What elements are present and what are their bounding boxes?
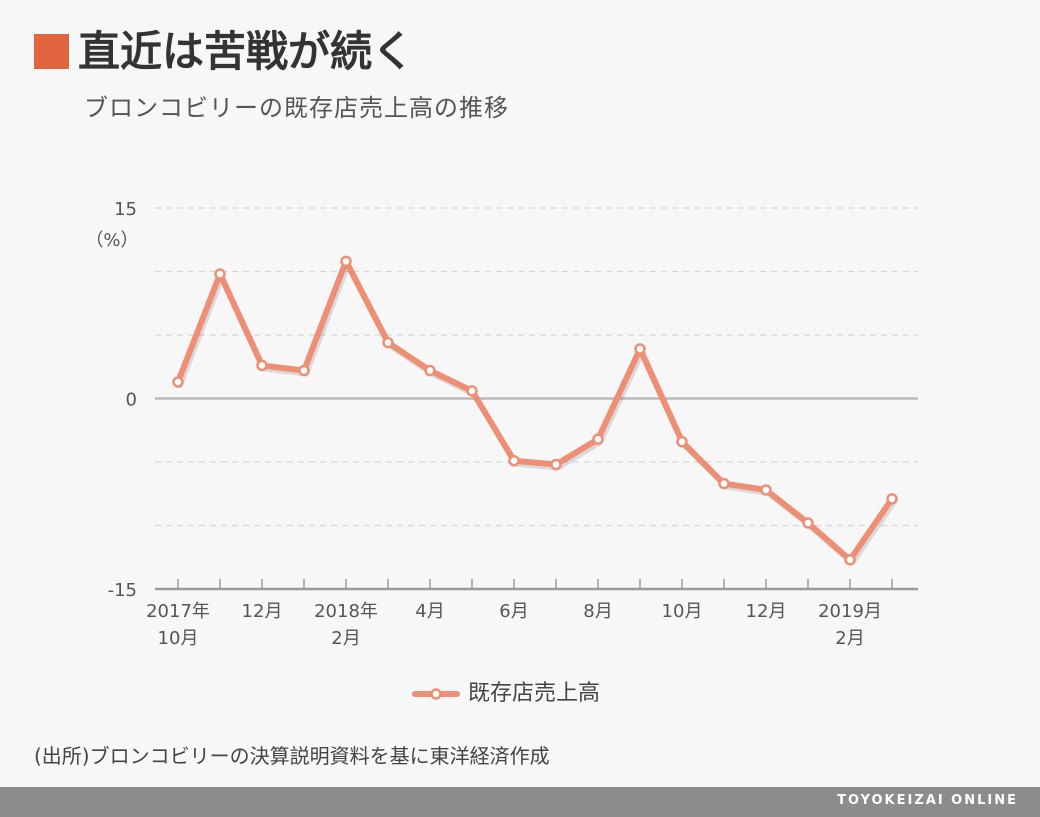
series-layer — [172, 255, 898, 566]
data-point — [802, 517, 814, 529]
x-tick-label: 6月 — [499, 601, 528, 622]
data-point — [592, 433, 604, 445]
series-line — [175, 258, 895, 563]
source-note: (出所)ブロンコビリーの決算説明資料を基に東洋経済作成 — [34, 744, 550, 768]
data-point — [508, 454, 520, 467]
footer-brand: TOYOKEIZAI ONLINE — [837, 793, 1018, 808]
y-tick-label: 0 — [126, 390, 137, 411]
data-point — [172, 376, 184, 388]
label-layer: 15 0 -15 （%） 2017年 10月 12月 2018年 2月 4月 6月 8月 10月 12月 2… — [85, 199, 881, 649]
x-tick-label: 2月 — [331, 628, 360, 649]
x-tick-label: 12月 — [746, 601, 787, 622]
y-tick-label: 15 — [114, 199, 137, 220]
legend-marker — [430, 688, 442, 700]
data-point — [298, 364, 310, 377]
data-point — [214, 268, 226, 280]
x-tick-label: 10月 — [662, 601, 703, 622]
x-tick-label: 2017年 — [146, 601, 210, 622]
data-point — [466, 385, 478, 397]
data-point — [676, 435, 688, 448]
data-point — [886, 493, 898, 505]
y-tick-label: -15 — [108, 580, 137, 601]
x-tick-label: 2019月 — [818, 601, 882, 622]
data-point — [760, 484, 772, 496]
data-point — [424, 364, 436, 377]
x-tick-label: 4月 — [415, 601, 444, 622]
line-chart: 15 0 -15 （%） 2017年 10月 12月 2018年 2月 4月 6月 8月 10月 12月 2… — [85, 199, 918, 649]
legend-label: 既存店売上高 — [468, 681, 601, 706]
data-point — [382, 336, 394, 349]
data-point — [256, 359, 268, 372]
data-point — [718, 477, 730, 490]
footer-bar: TOYOKEIZAI ONLINE — [0, 787, 1040, 817]
data-point — [340, 255, 352, 268]
data-point — [844, 554, 856, 566]
legend-swatch-icon — [412, 688, 460, 700]
data-point — [634, 343, 646, 355]
x-tick-label: 2018年 — [314, 601, 378, 622]
axis-layer — [155, 397, 918, 591]
page-title: 直近は苦戦が続く — [78, 27, 415, 76]
y-unit-label: （%） — [85, 230, 138, 251]
x-tick-label: 12月 — [242, 601, 283, 622]
title-marker — [34, 34, 69, 69]
x-tick-label: 8月 — [583, 601, 612, 622]
data-point — [550, 458, 562, 471]
x-tick-label: 10月 — [158, 628, 199, 649]
chart-subtitle: ブロンコビリーの既存店売上高の推移 — [84, 94, 509, 122]
series-line-shadow — [177, 261, 897, 566]
x-tick-label: 2月 — [835, 628, 864, 649]
